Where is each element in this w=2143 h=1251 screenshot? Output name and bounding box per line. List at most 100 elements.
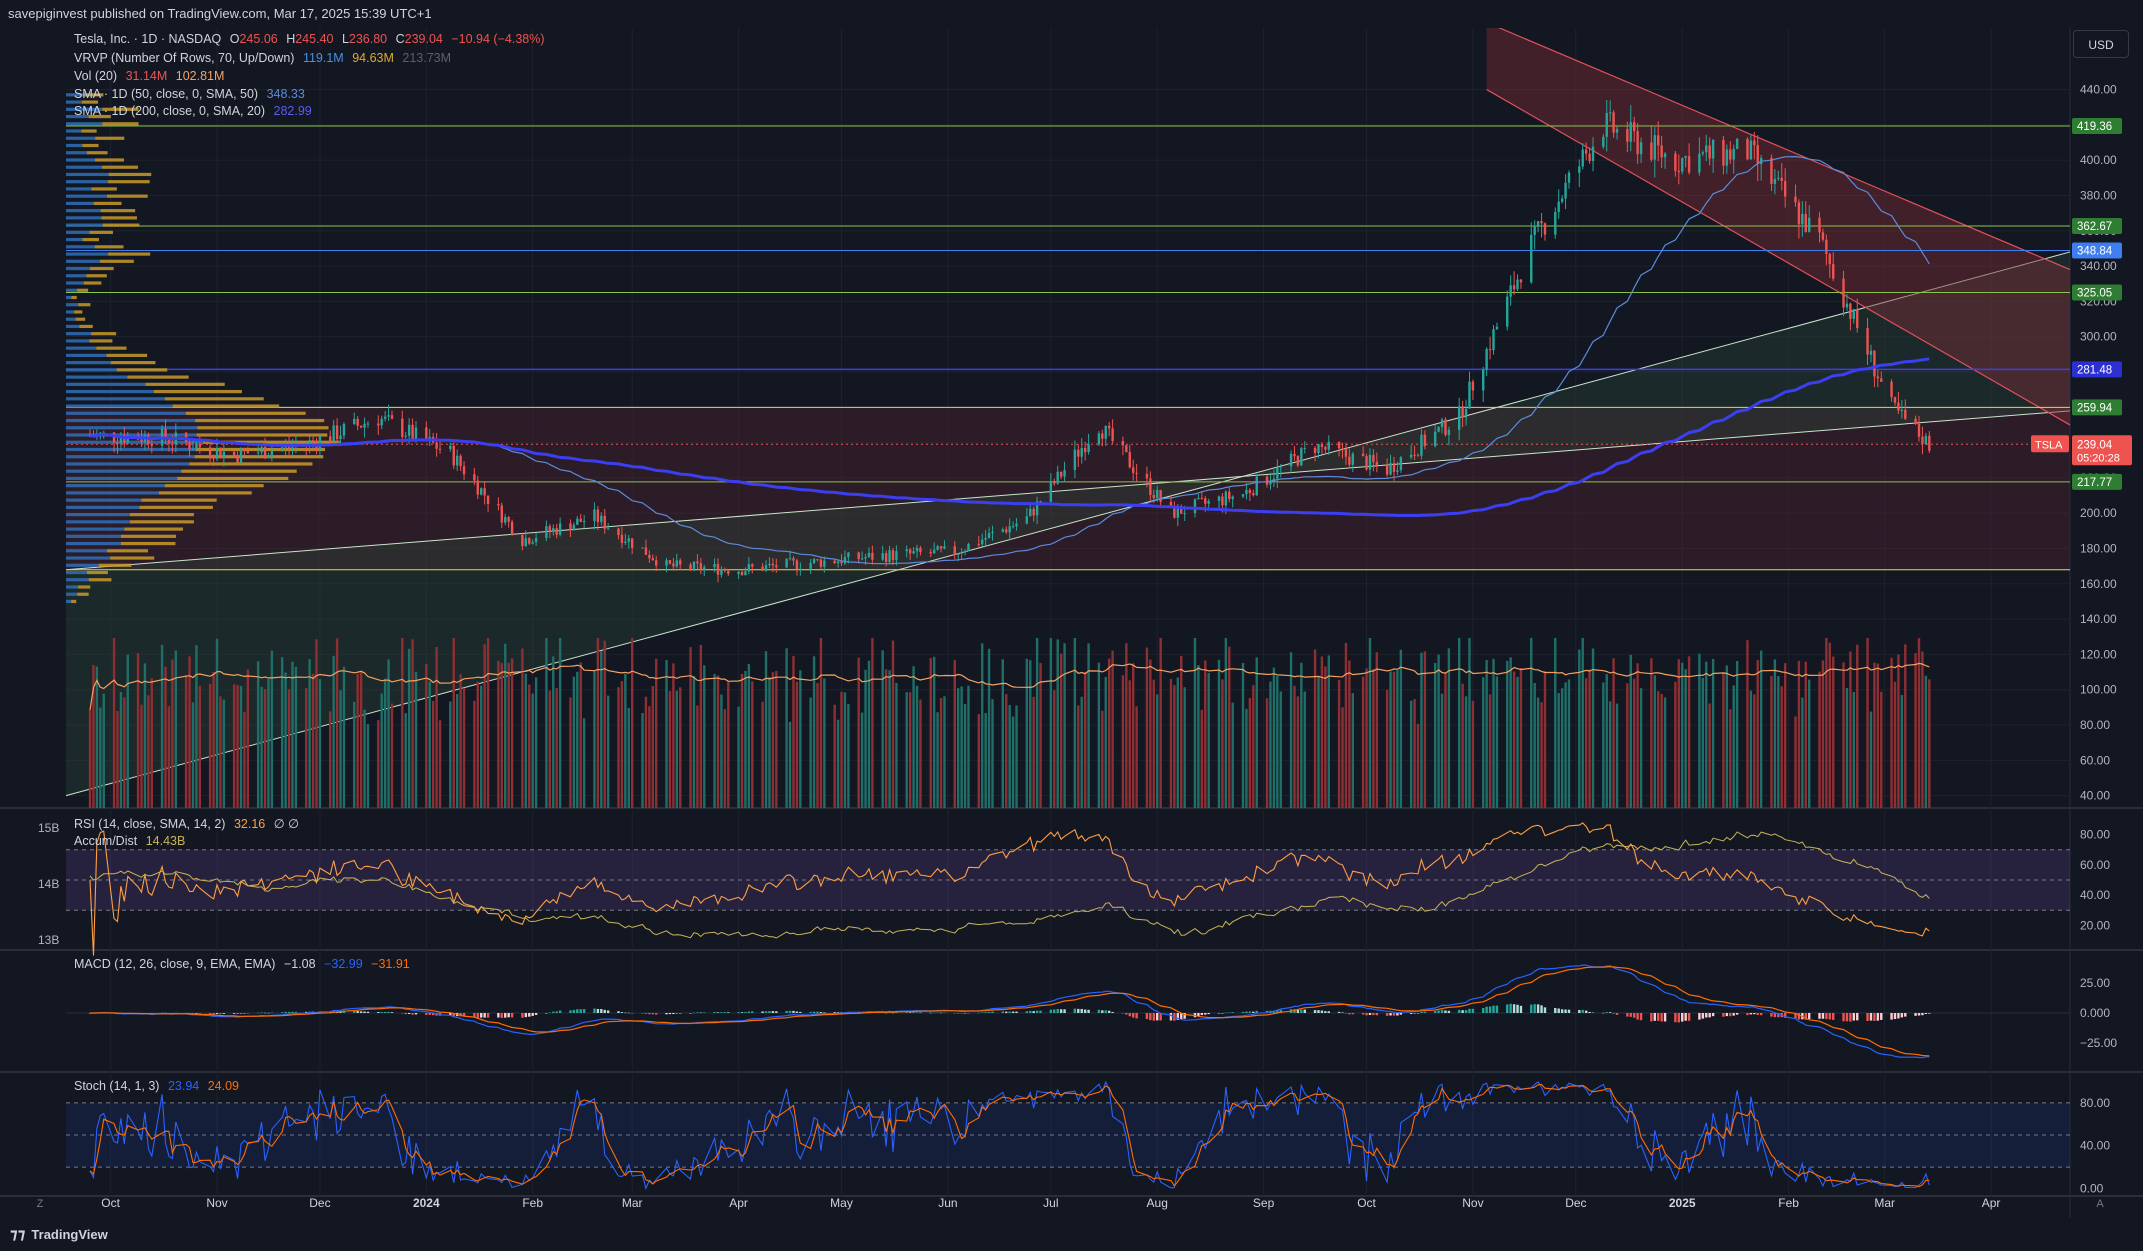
volume-bar	[401, 638, 404, 808]
macd-hist-bar	[1440, 1009, 1444, 1013]
vrvp-legend[interactable]: VRVP (Number Of Rows, 70, Up/Down) 119.1…	[74, 51, 456, 65]
macd-hist-bar	[1828, 1013, 1831, 1020]
volume-bar	[1492, 658, 1495, 808]
candle-body	[1825, 239, 1828, 254]
macd-hist-bar	[1457, 1009, 1461, 1013]
candle-body	[891, 550, 895, 561]
macd-hist-bar	[991, 1011, 994, 1013]
macd-hist-bar	[1197, 1013, 1200, 1017]
volume-bar	[521, 648, 524, 808]
profile-down-bar	[102, 107, 139, 111]
profile-up-bar	[66, 136, 96, 140]
macd-hist-bar	[1365, 1013, 1368, 1016]
macd-legend[interactable]: MACD (12, 26, close, 9, EMA, EMA) −1.08 …	[74, 957, 415, 971]
macd-tick: −25.00	[2080, 1036, 2117, 1050]
volume-bar	[1269, 681, 1272, 808]
volume-bar	[1842, 662, 1845, 808]
candle-body	[1588, 153, 1591, 162]
volume-bar	[462, 687, 466, 808]
price-tick: 400.00	[2080, 153, 2117, 167]
volume-bar	[1324, 666, 1327, 808]
candle-body	[1770, 157, 1773, 184]
volume-legend[interactable]: Vol (20) 31.14M 102.81M	[74, 69, 229, 83]
candle-body	[1722, 139, 1725, 166]
volume-bar	[1536, 697, 1540, 808]
volume-bar	[1921, 651, 1924, 808]
macd-hist-bar	[1900, 1013, 1904, 1018]
candle-body	[267, 455, 270, 459]
profile-up-bar	[66, 281, 84, 285]
sma200-legend[interactable]: SMA · 1D (200, close, 0, SMA, 20) 282.99	[74, 104, 317, 118]
candle-body	[1204, 498, 1207, 504]
volume-bar	[785, 648, 788, 808]
macd-hist-bar	[294, 1011, 298, 1013]
profile-up-bar	[66, 201, 94, 206]
macd-hist-bar	[1152, 1013, 1155, 1021]
candle-body	[1581, 149, 1584, 167]
candle-body	[1821, 232, 1825, 240]
macd-hist-bar	[1420, 1011, 1423, 1013]
volume-bar	[627, 707, 630, 808]
volume-bar	[143, 663, 147, 808]
ad-legend[interactable]: Accum/Dist 14.43B	[74, 834, 190, 848]
brand-label: TradingView	[31, 1227, 108, 1242]
stoch-label: Stoch (14, 1, 3)	[74, 1079, 160, 1093]
volume-bar	[737, 706, 740, 808]
volume-bar	[305, 688, 308, 808]
volume-bar	[1687, 656, 1691, 808]
currency-button[interactable]: USD	[2073, 30, 2129, 58]
stoch-legend[interactable]: Stoch (14, 1, 3) 23.94 24.09	[74, 1079, 244, 1093]
candle-body	[1423, 434, 1427, 447]
volume-bar	[1385, 689, 1389, 808]
macd-hist-bar	[1605, 1012, 1608, 1013]
tradingview-logo[interactable]: ⁊⁊ TradingView	[10, 1218, 108, 1251]
rsi-legend[interactable]: RSI (14, close, SMA, 14, 2) 32.16 ∅ ∅	[74, 816, 304, 831]
candle-body	[366, 423, 370, 425]
candle-body	[1399, 457, 1403, 471]
volume-bar	[500, 663, 504, 808]
candle-body	[1077, 449, 1080, 457]
macd-hist-bar	[655, 1013, 658, 1015]
volume-bar	[1440, 693, 1444, 808]
macd-hist-bar	[981, 1012, 984, 1013]
candle-body	[407, 424, 411, 436]
macd-hist-bar	[548, 1012, 552, 1014]
candle-body	[836, 561, 840, 564]
volume-bar	[1128, 680, 1131, 808]
macd-hist-bar	[891, 1012, 895, 1014]
macd-label: MACD (12, 26, close, 9, EMA, EMA)	[74, 957, 276, 971]
candle-body	[788, 558, 792, 560]
volume-bar	[1701, 677, 1705, 808]
volume-bar	[1639, 688, 1643, 808]
volume-bar	[1049, 638, 1053, 808]
candle-body	[260, 446, 263, 453]
volume-bar	[833, 704, 836, 808]
candle-body	[455, 455, 459, 466]
volume-bar	[1856, 644, 1859, 808]
symbol-legend[interactable]: Tesla, Inc. · 1D · NASDAQ O245.06 H245.4…	[74, 32, 550, 46]
macd-hist-bar	[1104, 1010, 1107, 1013]
volume-bar	[1303, 691, 1306, 808]
macd-hist-bar	[727, 1012, 730, 1013]
volume-bar	[1296, 696, 1300, 808]
macd-hist-bar	[1107, 1010, 1111, 1013]
candle-body	[1794, 196, 1797, 203]
macd-hist-bar	[596, 1008, 600, 1013]
macd-hist-bar	[1077, 1008, 1080, 1013]
macd-hist-bar	[1698, 1013, 1701, 1020]
macd-hist-bar	[1228, 1012, 1231, 1013]
macd-hist-bar	[1533, 1004, 1536, 1013]
candle-body	[764, 565, 768, 571]
profile-up-bar	[66, 389, 154, 394]
sma50-legend[interactable]: SMA · 1D (50, close, 0, SMA, 50) 348.33	[74, 87, 310, 101]
volume-bar	[1423, 651, 1427, 808]
profile-down-bar	[195, 447, 325, 452]
volume-bar	[1708, 703, 1711, 808]
volume-bar	[1825, 638, 1828, 808]
volume-bar	[1746, 640, 1749, 808]
ticker-tag-label: TSLA	[2035, 439, 2063, 451]
volume-bar	[1880, 691, 1883, 808]
macd-hist-bar	[1928, 1013, 1931, 1014]
volume-bar	[932, 656, 936, 808]
